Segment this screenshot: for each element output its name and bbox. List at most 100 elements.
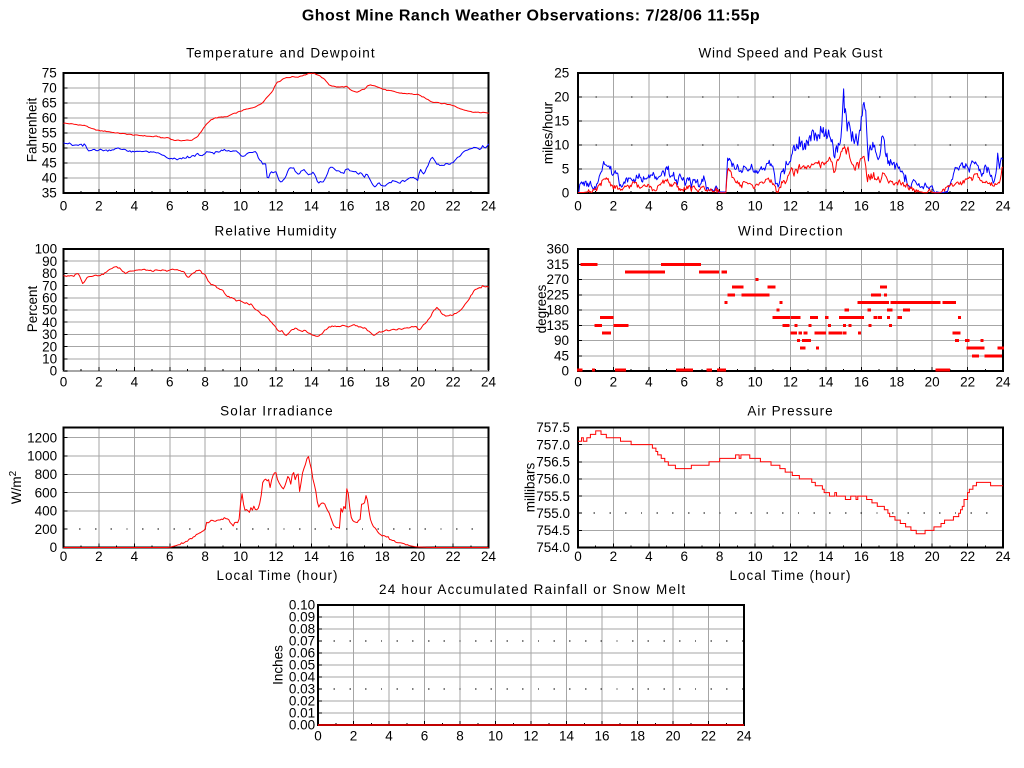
- svg-text:4: 4: [645, 199, 653, 214]
- svg-text:14: 14: [304, 549, 320, 564]
- svg-text:10: 10: [554, 138, 569, 153]
- svg-text:757.5: 757.5: [536, 420, 570, 435]
- svg-text:45: 45: [554, 348, 569, 363]
- svg-text:0: 0: [60, 549, 68, 564]
- svg-text:10: 10: [488, 729, 503, 744]
- svg-text:0.07: 0.07: [289, 634, 315, 649]
- svg-text:24: 24: [995, 199, 1011, 214]
- svg-text:0.06: 0.06: [289, 646, 315, 661]
- svg-text:0: 0: [562, 186, 570, 201]
- svg-text:20: 20: [410, 199, 425, 214]
- svg-text:Percent: Percent: [25, 285, 40, 332]
- svg-text:2: 2: [610, 549, 618, 564]
- svg-text:Air Pressure: Air Pressure: [747, 404, 833, 419]
- svg-text:40: 40: [42, 315, 57, 330]
- svg-text:6: 6: [421, 729, 429, 744]
- svg-text:0.03: 0.03: [289, 682, 315, 697]
- svg-text:20: 20: [925, 549, 940, 564]
- svg-text:6: 6: [166, 375, 174, 390]
- svg-text:0.09: 0.09: [289, 610, 315, 625]
- svg-text:4: 4: [131, 549, 139, 564]
- svg-text:Ghost Mine Ranch Weather Obser: Ghost Mine Ranch Weather Observations: 7…: [302, 8, 760, 25]
- svg-text:756.0: 756.0: [536, 472, 570, 487]
- svg-text:1200: 1200: [27, 430, 57, 445]
- svg-text:6: 6: [166, 199, 174, 214]
- svg-text:0.04: 0.04: [289, 670, 316, 685]
- svg-text:600: 600: [35, 485, 58, 500]
- svg-text:0.02: 0.02: [289, 694, 315, 709]
- svg-text:20: 20: [410, 549, 425, 564]
- svg-text:8: 8: [201, 375, 209, 390]
- svg-text:0: 0: [561, 364, 569, 379]
- svg-text:10: 10: [233, 375, 248, 390]
- svg-text:70: 70: [42, 278, 57, 293]
- svg-text:75: 75: [42, 66, 57, 81]
- svg-text:Local Time (hour): Local Time (hour): [729, 568, 851, 583]
- svg-text:0: 0: [50, 364, 58, 379]
- svg-text:40: 40: [42, 171, 57, 186]
- svg-text:22: 22: [446, 199, 461, 214]
- svg-text:270: 270: [546, 272, 569, 287]
- svg-text:16: 16: [854, 199, 869, 214]
- svg-text:135: 135: [546, 318, 569, 333]
- svg-text:10: 10: [748, 199, 763, 214]
- svg-text:14: 14: [818, 375, 834, 390]
- svg-text:24: 24: [995, 375, 1011, 390]
- svg-text:4: 4: [645, 549, 653, 564]
- svg-text:0: 0: [60, 375, 68, 390]
- svg-text:22: 22: [446, 375, 461, 390]
- svg-text:5: 5: [562, 162, 570, 177]
- svg-text:2: 2: [95, 199, 103, 214]
- svg-text:800: 800: [35, 467, 58, 482]
- svg-text:756.5: 756.5: [536, 454, 570, 469]
- svg-text:W/m2: W/m2: [8, 470, 24, 504]
- svg-text:4: 4: [645, 375, 653, 390]
- svg-text:8: 8: [716, 375, 724, 390]
- svg-text:0: 0: [314, 729, 322, 744]
- svg-text:16: 16: [854, 549, 869, 564]
- svg-text:0.01: 0.01: [289, 706, 315, 721]
- svg-text:60: 60: [42, 291, 57, 306]
- svg-text:Inches: Inches: [270, 645, 285, 685]
- svg-text:6: 6: [166, 549, 174, 564]
- svg-text:55: 55: [42, 126, 57, 141]
- svg-text:225: 225: [546, 287, 569, 302]
- svg-text:0: 0: [574, 199, 582, 214]
- svg-text:18: 18: [889, 375, 904, 390]
- svg-text:0.05: 0.05: [289, 658, 315, 673]
- svg-text:16: 16: [339, 549, 354, 564]
- svg-text:Wind Speed and Peak Gust: Wind Speed and Peak Gust: [698, 46, 883, 61]
- svg-text:20: 20: [410, 375, 425, 390]
- svg-text:315: 315: [546, 257, 569, 272]
- svg-text:8: 8: [716, 199, 724, 214]
- svg-text:2: 2: [95, 375, 103, 390]
- svg-text:16: 16: [339, 199, 354, 214]
- svg-text:8: 8: [201, 549, 209, 564]
- svg-text:Wind Direction: Wind Direction: [738, 223, 844, 238]
- svg-text:18: 18: [375, 375, 390, 390]
- svg-text:10: 10: [42, 352, 57, 367]
- svg-text:16: 16: [339, 375, 354, 390]
- svg-text:18: 18: [375, 549, 390, 564]
- svg-text:20: 20: [925, 199, 940, 214]
- svg-text:4: 4: [131, 199, 139, 214]
- svg-text:degrees: degrees: [534, 284, 549, 333]
- svg-text:14: 14: [559, 729, 575, 744]
- svg-text:180: 180: [546, 303, 569, 318]
- svg-text:miles/hour: miles/hour: [541, 101, 556, 164]
- svg-text:4: 4: [131, 375, 139, 390]
- svg-text:18: 18: [630, 729, 645, 744]
- svg-text:50: 50: [42, 303, 57, 318]
- svg-text:12: 12: [523, 729, 538, 744]
- svg-text:2: 2: [95, 549, 103, 564]
- svg-text:Temperature and Dewpoint: Temperature and Dewpoint: [186, 46, 376, 61]
- svg-text:18: 18: [889, 549, 904, 564]
- svg-text:8: 8: [201, 199, 209, 214]
- svg-text:14: 14: [304, 375, 320, 390]
- svg-text:755.0: 755.0: [536, 506, 570, 521]
- svg-text:18: 18: [375, 199, 390, 214]
- svg-text:90: 90: [554, 333, 569, 348]
- svg-text:2: 2: [610, 199, 618, 214]
- svg-text:Relative Humidity: Relative Humidity: [215, 223, 338, 238]
- svg-text:16: 16: [854, 375, 869, 390]
